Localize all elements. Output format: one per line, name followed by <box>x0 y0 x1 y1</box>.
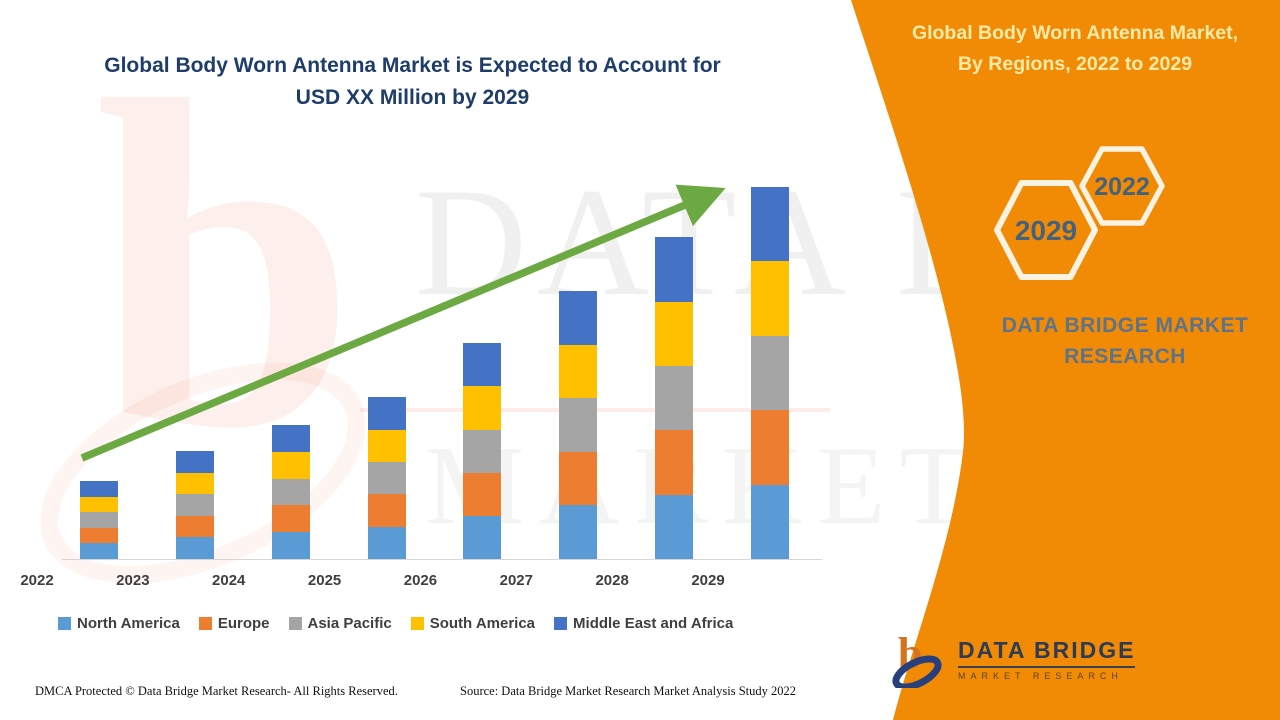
legend-label-middle-east-and-africa: Middle East and Africa <box>573 615 734 632</box>
logo-title: DATA BRIDGE <box>958 637 1136 668</box>
bar-2022 <box>80 480 118 559</box>
segment-2022-europe <box>80 527 118 544</box>
x-label-2025: 2025 <box>307 572 342 589</box>
bar-2029 <box>751 187 790 559</box>
segment-2022-asia-pacific <box>80 512 118 528</box>
segment-2025-europe <box>367 494 406 527</box>
data-bridge-logo-icon: b <box>892 630 942 688</box>
hexagon-2029 <box>994 180 1098 280</box>
x-label-2027: 2027 <box>499 572 533 589</box>
legend-swatch-north-america <box>58 617 71 630</box>
segment-2024-europe <box>271 505 310 533</box>
segment-2029-south-america <box>751 261 790 336</box>
legend-item-middle-east-and-africa: Middle East and Africa <box>554 615 733 632</box>
data-bridge-logo: b DATA BRIDGE MARKET RESEARCH <box>890 630 1136 688</box>
segment-2027-north-america <box>559 505 598 559</box>
legend-item-south-america: South America <box>410 615 536 632</box>
x-label-2026: 2026 <box>403 572 438 589</box>
legend-item-north-america: North America <box>58 615 180 632</box>
segment-2022-middle-east-and-africa <box>80 480 118 497</box>
segment-2024-asia-pacific <box>271 478 310 506</box>
chart-title: Global Body Worn Antenna Market is Expec… <box>40 50 785 114</box>
side-panel-title: Global Body Worn Antenna Market, By Regi… <box>911 22 1239 75</box>
segment-2026-europe <box>463 472 502 516</box>
side-panel-brand: DATA BRIDGE MARKET RESEARCH <box>1001 314 1249 368</box>
legend-label-south-america: South America <box>429 615 536 632</box>
dmca-notice: DMCA Protected © Data Bridge Market Rese… <box>35 684 398 698</box>
segment-2029-asia-pacific <box>751 335 790 411</box>
chart-title-line1: Global Body Worn Antenna Market is Expec… <box>104 54 721 77</box>
x-axis-line <box>62 559 822 560</box>
segment-2029-middle-east-and-africa <box>751 187 790 262</box>
legend-swatch-south-america <box>410 617 424 630</box>
segment-2022-south-america <box>80 496 118 513</box>
x-label-2024: 2024 <box>212 572 246 589</box>
segment-2023-asia-pacific <box>175 494 214 516</box>
x-label-2023: 2023 <box>116 572 150 589</box>
segment-2025-asia-pacific <box>367 461 406 495</box>
segment-2024-north-america <box>271 532 310 559</box>
legend-label-north-america: North America <box>77 615 180 632</box>
legend-item-europe: Europe <box>198 615 270 632</box>
x-label-2022: 2022 <box>20 572 54 589</box>
chart-title-line2: USD XX Million by 2029 <box>295 86 530 109</box>
source-citation: Source: Data Bridge Market Research Mark… <box>460 684 797 698</box>
segment-2029-north-america <box>751 484 790 559</box>
segment-2023-north-america <box>175 537 214 559</box>
legend-label-asia-pacific: Asia Pacific <box>307 615 392 632</box>
segment-2023-europe <box>175 515 214 538</box>
legend-swatch-middle-east-and-africa <box>554 617 568 630</box>
segment-2022-north-america <box>80 543 118 559</box>
legend-swatch-asia-pacific <box>288 617 302 630</box>
segment-2025-north-america <box>367 526 406 559</box>
hexagon-2029-label: 2029 <box>1015 215 1077 246</box>
segment-2023-south-america <box>175 472 214 495</box>
legend-item-asia-pacific: Asia Pacific <box>288 615 392 632</box>
hexagon-2022-label: 2022 <box>1094 173 1150 201</box>
x-label-2028: 2028 <box>595 572 629 589</box>
hexagon-2022 <box>1079 146 1165 226</box>
segment-2026-north-america <box>463 515 502 559</box>
x-axis-labels: 2022 2023 2024 2025 2026 2027 2028 2029 <box>0 572 860 598</box>
side-panel-shape <box>851 0 1280 720</box>
logo-subtitle: MARKET RESEARCH <box>958 671 1123 681</box>
legend-label-europe: Europe <box>217 615 270 632</box>
x-label-2029: 2029 <box>691 572 725 589</box>
segment-2029-europe <box>751 410 790 485</box>
legend-swatch-europe <box>198 617 212 630</box>
chart-legend: North America Europe Asia Pacific South Ame… <box>58 615 828 632</box>
segment-2028-north-america <box>655 494 694 559</box>
